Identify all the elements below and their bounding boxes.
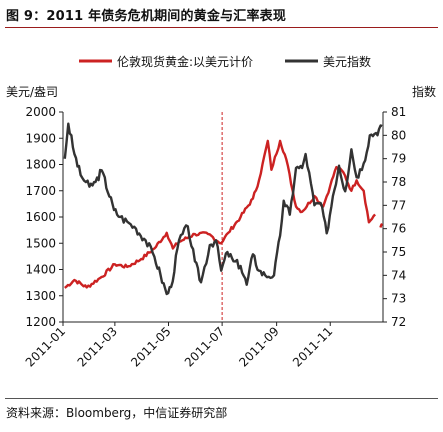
x-tick-label: 2011-09 <box>236 324 281 369</box>
x-tick-label: 2011-05 <box>128 324 173 369</box>
right-tick-label: 77 <box>391 198 406 212</box>
right-tick-label: 80 <box>391 128 406 142</box>
right-tick-label: 72 <box>391 315 406 329</box>
series-layer <box>63 122 384 296</box>
right-tick-label: 73 <box>391 292 406 306</box>
series-line-gold-tail <box>379 222 384 228</box>
title-rule <box>5 27 438 28</box>
left-tick-label: 2000 <box>25 105 56 119</box>
figure-title: 图 9：2011 年债务危机期间的黄金与汇率表现 <box>6 9 287 24</box>
right-tick-label: 75 <box>391 245 406 259</box>
chart-svg: 伦敦现货黄金:以美元计价 美元指数 美元/盎司 指数 1200130014001… <box>6 54 436 370</box>
right-tick-label: 78 <box>391 175 406 189</box>
x-tick-label: 2011-07 <box>182 324 227 369</box>
right-tick-label: 74 <box>391 268 406 282</box>
left-tick-label: 1700 <box>25 184 56 198</box>
x-tick-label: 2011-11 <box>290 324 335 369</box>
left-tick-label: 1500 <box>25 236 56 250</box>
source-rule <box>5 398 438 399</box>
legend-label-usd-index: 美元指数 <box>323 54 371 69</box>
right-axis-label: 指数 <box>412 84 436 99</box>
right-tick-label: 81 <box>391 105 406 119</box>
x-tick-label: 2011-03 <box>75 324 120 369</box>
left-tick-label: 1200 <box>25 315 56 329</box>
left-tick-label: 1400 <box>25 263 56 277</box>
x-tick-label: 2011-01 <box>23 324 68 369</box>
right-tick-label: 76 <box>391 222 406 236</box>
left-tick-label: 1300 <box>25 289 56 303</box>
left-tick-label: 1600 <box>25 210 56 224</box>
left-tick-label: 1800 <box>25 158 56 172</box>
legend: 伦敦现货黄金:以美元计价 美元指数 <box>79 54 371 69</box>
source-note: 资料来源：Bloomberg，中信证券研究部 <box>6 406 228 420</box>
axes: 1200 1300 1400 1500 1600 1700 1800 1900 2000 72 73… <box>23 105 407 370</box>
series-line-usd-index <box>63 122 383 296</box>
right-tick-label: 79 <box>391 152 406 166</box>
left-tick-label: 1900 <box>25 131 56 145</box>
legend-label-gold: 伦敦现货黄金:以美元计价 <box>117 54 253 69</box>
left-axis-label: 美元/盎司 <box>6 85 58 99</box>
